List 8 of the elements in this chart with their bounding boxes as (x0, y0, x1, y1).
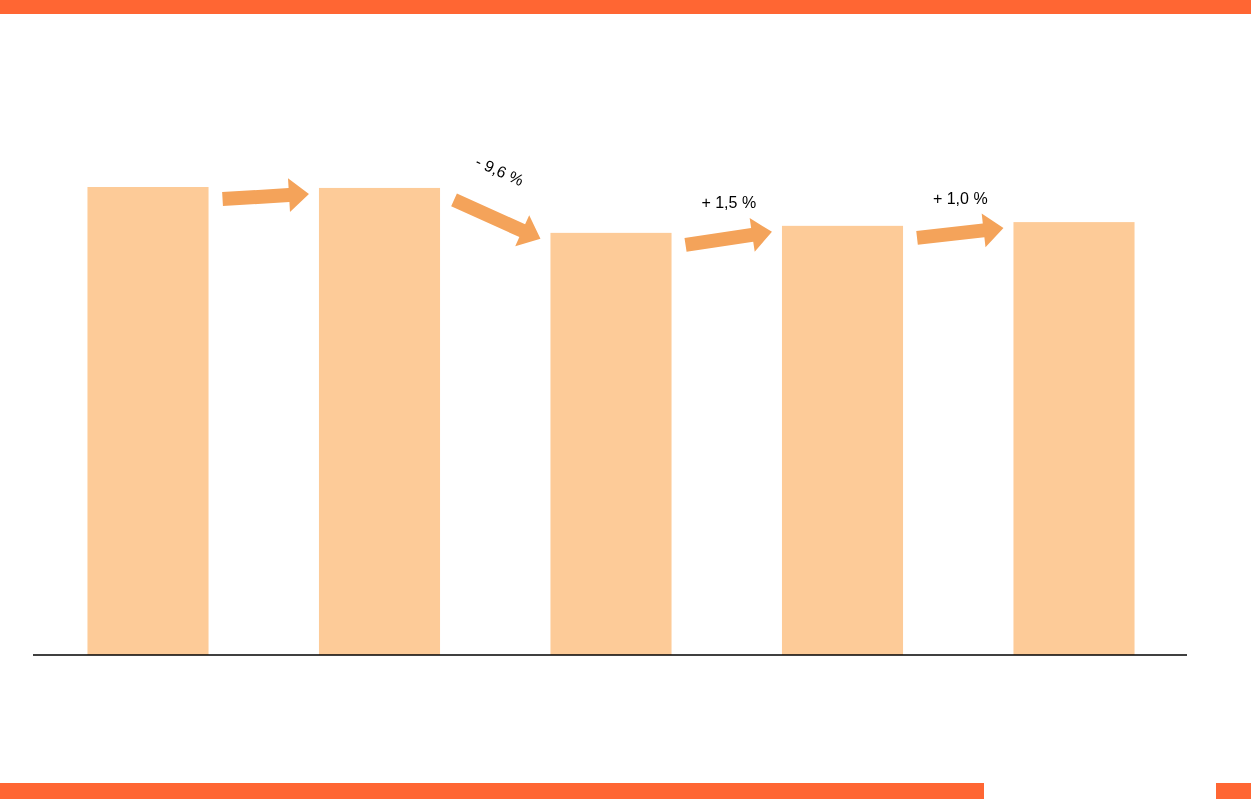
bar (318, 187, 441, 655)
annotation: + 1,0 % (932, 190, 988, 208)
annotation: + 1,5 % (701, 193, 757, 211)
bar (781, 225, 904, 655)
bar (550, 232, 672, 655)
annotation: - 9,6 % (472, 152, 527, 190)
bar (87, 187, 209, 655)
bar (1013, 222, 1135, 655)
